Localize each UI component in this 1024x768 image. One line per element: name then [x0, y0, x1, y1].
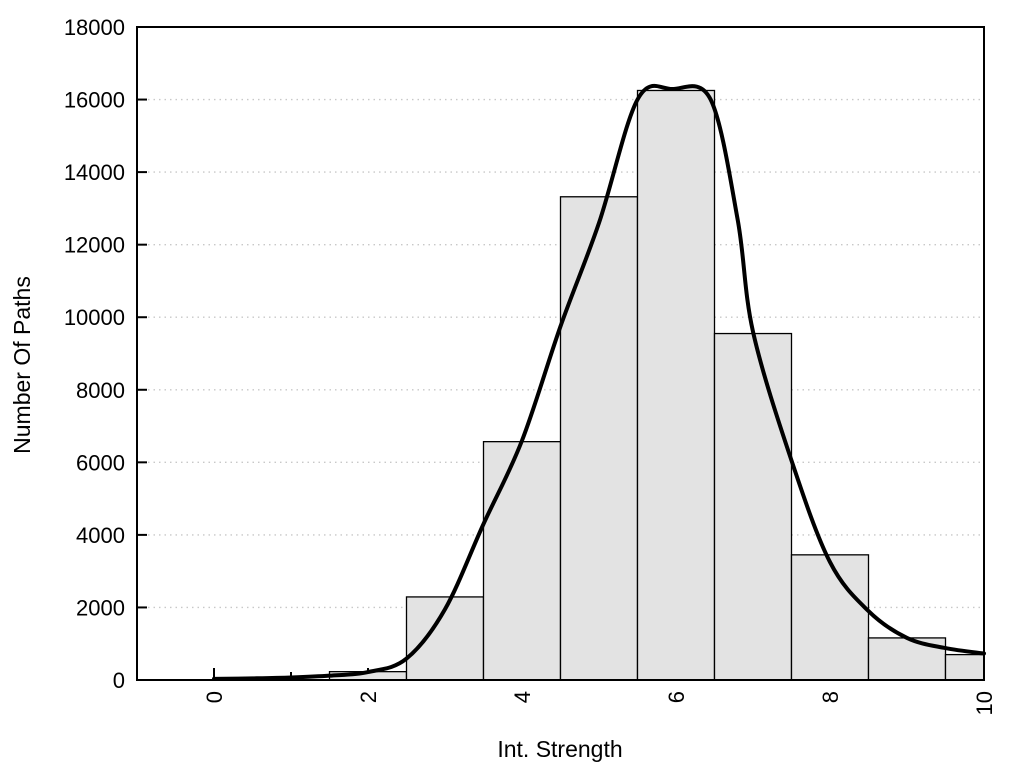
plot-frame — [136, 26, 985, 681]
y-tick-label: 14000 — [64, 160, 125, 185]
x-tick-label: 0 — [202, 691, 227, 703]
x-tick-label: 8 — [818, 691, 843, 703]
histogram-bar — [713, 332, 793, 681]
histogram-bar — [559, 196, 639, 681]
histogram-bar — [482, 441, 562, 681]
histogram-bar — [944, 653, 985, 681]
y-tick-label: 10000 — [64, 305, 125, 330]
plot-area: 0 2000 4000 6000 8000 10000 12000 14000 16000 180… — [64, 15, 997, 715]
y-tick-label: 0 — [113, 668, 125, 693]
histogram-bar — [790, 554, 870, 681]
x-tick-label: 2 — [356, 691, 381, 703]
x-axis-title: Int. Strength — [497, 736, 622, 762]
x-tick-label: 10 — [972, 691, 997, 715]
y-axis-title: Number Of Paths — [9, 276, 35, 454]
y-tick-label: 6000 — [76, 450, 125, 475]
y-tick-label: 16000 — [64, 88, 125, 113]
y-tick-label: 12000 — [64, 233, 125, 258]
y-tick-label: 18000 — [64, 15, 125, 40]
y-tick-label: 8000 — [76, 378, 125, 403]
y-tick-label: 2000 — [76, 595, 125, 620]
histogram-bar — [636, 89, 716, 681]
y-tick-label: 4000 — [76, 523, 125, 548]
density-curve — [212, 83, 986, 681]
x-tick-label: 4 — [510, 691, 535, 703]
x-tick-label: 6 — [664, 691, 689, 703]
